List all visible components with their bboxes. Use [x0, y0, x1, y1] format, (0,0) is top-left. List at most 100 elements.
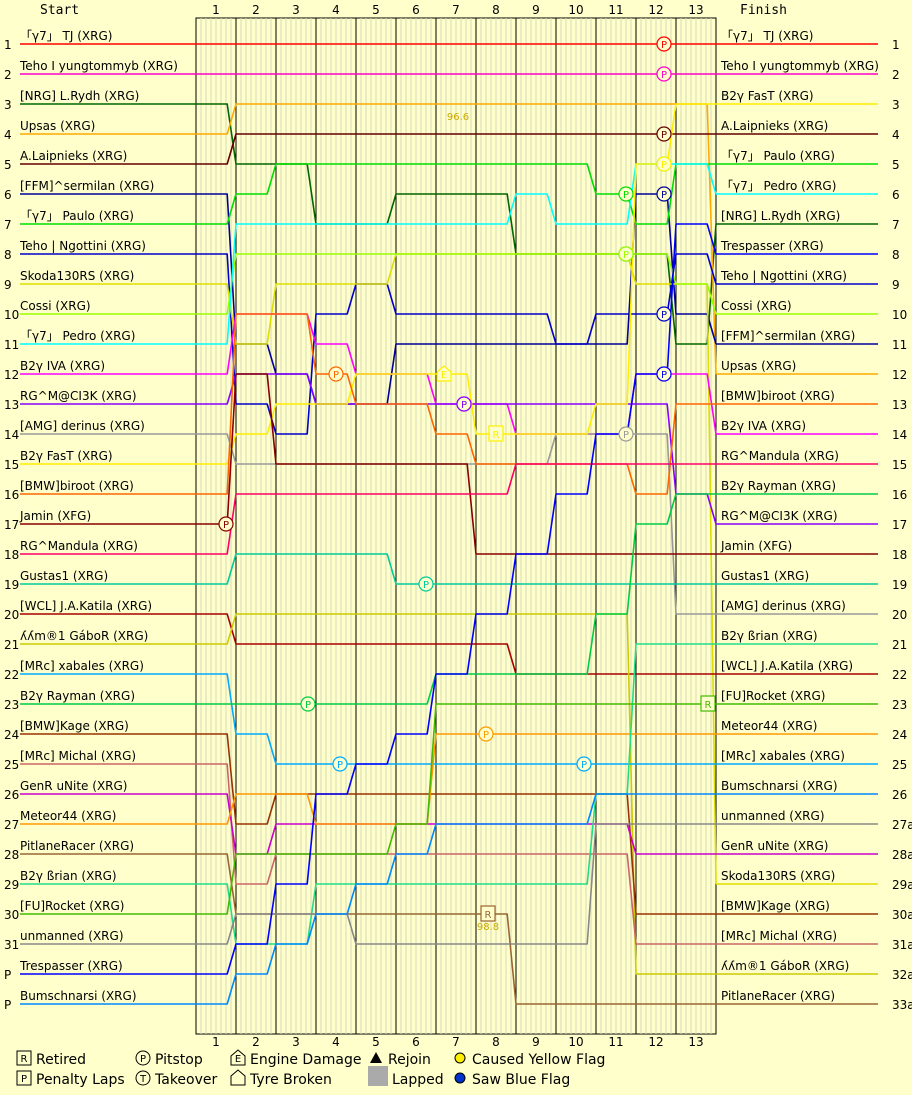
finish-position-number: 13 [892, 398, 907, 412]
start-driver-name: [WCL] J.A.Katila (XRG) [20, 599, 152, 613]
pitstop-marker [618, 186, 634, 202]
start-driver-name: [BMW]Kage (XRG) [20, 719, 129, 733]
start-driver-name: B2γ ßrian (XRG) [20, 869, 117, 883]
finish-driver-name: [WCL] J.A.Katila (XRG) [721, 659, 853, 673]
event-marker-letter: R [493, 430, 500, 441]
start-position-number: 20 [4, 608, 19, 622]
legend: R Retired P Penalty Laps P Pitstop T Takeover E E… [16, 1049, 605, 1088]
pitstop-marker [218, 516, 234, 532]
finish-driver-name: 「γ7」 Paulo (XRG) [721, 149, 835, 163]
finish-position-number: 7 [892, 218, 900, 232]
finish-position-number: 25 [892, 758, 907, 772]
legend-entry-text: Pitstop [155, 1052, 203, 1068]
finish-position-number: 16 [892, 488, 907, 502]
pitstop-marker [656, 66, 672, 82]
start-position-number: 17 [4, 518, 19, 532]
finish-driver-name: Skoda130RS (XRG) [721, 869, 835, 883]
start-position-number: 27 [4, 818, 19, 832]
start-driver-name: Teho | Ngottini (XRG) [19, 239, 146, 253]
start-position-number: 5 [4, 158, 12, 172]
legend-house-symbol [230, 1049, 246, 1066]
legend-entry-text: Takeover [154, 1072, 217, 1088]
pitstop-marker [618, 426, 634, 442]
finish-driver-name: [MRc] xabales (XRG) [721, 749, 845, 763]
start-position-number: 2 [4, 68, 12, 82]
finish-position-number: 31a [892, 938, 912, 952]
finish-driver-name: Teho I yungtommyb (XRG) [720, 59, 879, 73]
event-marker-letter: P [223, 520, 229, 531]
finish-driver-name: 「γ7」 Pedro (XRG) [721, 179, 836, 193]
finish-position-number: 10 [892, 308, 907, 322]
driver-position-line [196, 103, 717, 375]
start-driver-name: 「γ7」 TJ (XRG) [20, 29, 112, 43]
event-marker-letter: P [337, 760, 343, 771]
driver-lines [196, 43, 717, 1005]
driver-position-line [196, 253, 717, 435]
start-position-number: 16 [4, 488, 19, 502]
finish-driver-name: unmanned (XRG) [721, 809, 825, 823]
start-driver-name: [AMG] derinus (XRG) [20, 419, 145, 433]
lap-tick-bottom: 4 [332, 1035, 340, 1049]
event-marker-letter: P [661, 40, 667, 51]
finish-driver-name: Cossi (XRG) [721, 299, 792, 313]
start-position-number: 28 [4, 848, 19, 862]
start-position-number: 8 [4, 248, 12, 262]
lap-tick-bottom: 8 [492, 1035, 500, 1049]
start-driver-name: B2γ IVA (XRG) [20, 359, 105, 373]
driver-position-line [196, 553, 716, 585]
event-marker-letter: P [623, 250, 629, 261]
legend-entry-text: Tyre Broken [249, 1072, 332, 1088]
finish-position-number: 21 [892, 638, 907, 652]
driver-position-line [196, 703, 716, 915]
lap-tick-bottom: 6 [412, 1035, 420, 1049]
lap-tick-top: 7 [452, 3, 460, 17]
start-driver-name: B2γ Rayman (XRG) [20, 689, 135, 703]
start-driver-name: 「γ7」 Pedro (XRG) [20, 329, 135, 343]
legend-entry-text: Penalty Laps [36, 1072, 125, 1088]
finish-position-number: 26 [892, 788, 907, 802]
lap-tick-top: 11 [608, 3, 623, 17]
finish-driver-name: Meteor44 (XRG) [721, 719, 817, 733]
finish-driver-name: Upsas (XRG) [721, 359, 796, 373]
start-driver-name: Teho I yungtommyb (XRG) [19, 59, 178, 73]
start-position-number: 25 [4, 758, 19, 772]
driver-position-line [196, 613, 716, 675]
event-marker-letter: P [661, 310, 667, 321]
legend-square-symbol [16, 1050, 32, 1066]
finish-driver-name: [BMW]biroot (XRG) [721, 389, 835, 403]
pitstop-marker [656, 126, 672, 142]
finish-position-number: 32a [892, 968, 912, 982]
finish-position-number: 15 [892, 458, 907, 472]
finish-order-labels: 「γ7」 TJ (XRG) 1 Teho I yungtommyb (XRG) 2 B2… [716, 29, 912, 1012]
start-position-number: 7 [4, 218, 12, 232]
lap-tick-bottom: 1 [212, 1035, 220, 1049]
start-driver-name: A.Laipnieks (XRG) [20, 149, 127, 163]
lap-tick-bottom: 12 [648, 1035, 663, 1049]
start-position-number: 26 [4, 788, 19, 802]
start-position-number: 22 [4, 668, 19, 682]
finish-driver-name: [FU]Rocket (XRG) [721, 689, 825, 703]
finish-position-number: 28a [892, 848, 912, 862]
start-position-number: 1 [4, 38, 12, 52]
pitstop-marker [656, 36, 672, 52]
legend-lapped-swatch [368, 1066, 388, 1086]
start-driver-name: Upsas (XRG) [20, 119, 95, 133]
finish-position-number: 5 [892, 158, 900, 172]
pitstop-marker [656, 306, 672, 322]
finish-driver-name: [MRc] Michal (XRG) [721, 929, 837, 943]
legend-house-symbol [230, 1069, 246, 1086]
finish-position-number: 23 [892, 698, 907, 712]
finish-position-number: 8 [892, 248, 900, 262]
start-driver-name: [MRc] Michal (XRG) [20, 749, 136, 763]
event-marker-letter: P [305, 700, 311, 711]
lap-tick-top: 12 [648, 3, 663, 17]
start-driver-name: RG^Mandula (XRG) [20, 539, 138, 553]
event-marker-letter: P [483, 730, 489, 741]
finish-driver-name: B2γ IVA (XRG) [721, 419, 806, 433]
finish-driver-name: RG^M@CI3K (XRG) [721, 509, 838, 523]
start-position-number: 23 [4, 698, 19, 712]
lap-tick-top: 13 [688, 3, 703, 17]
start-position-number: 31 [4, 938, 19, 952]
start-position-number: 18 [4, 548, 19, 562]
finish-driver-name: ʎʎm®1 GáboR (XRG) [721, 959, 849, 973]
